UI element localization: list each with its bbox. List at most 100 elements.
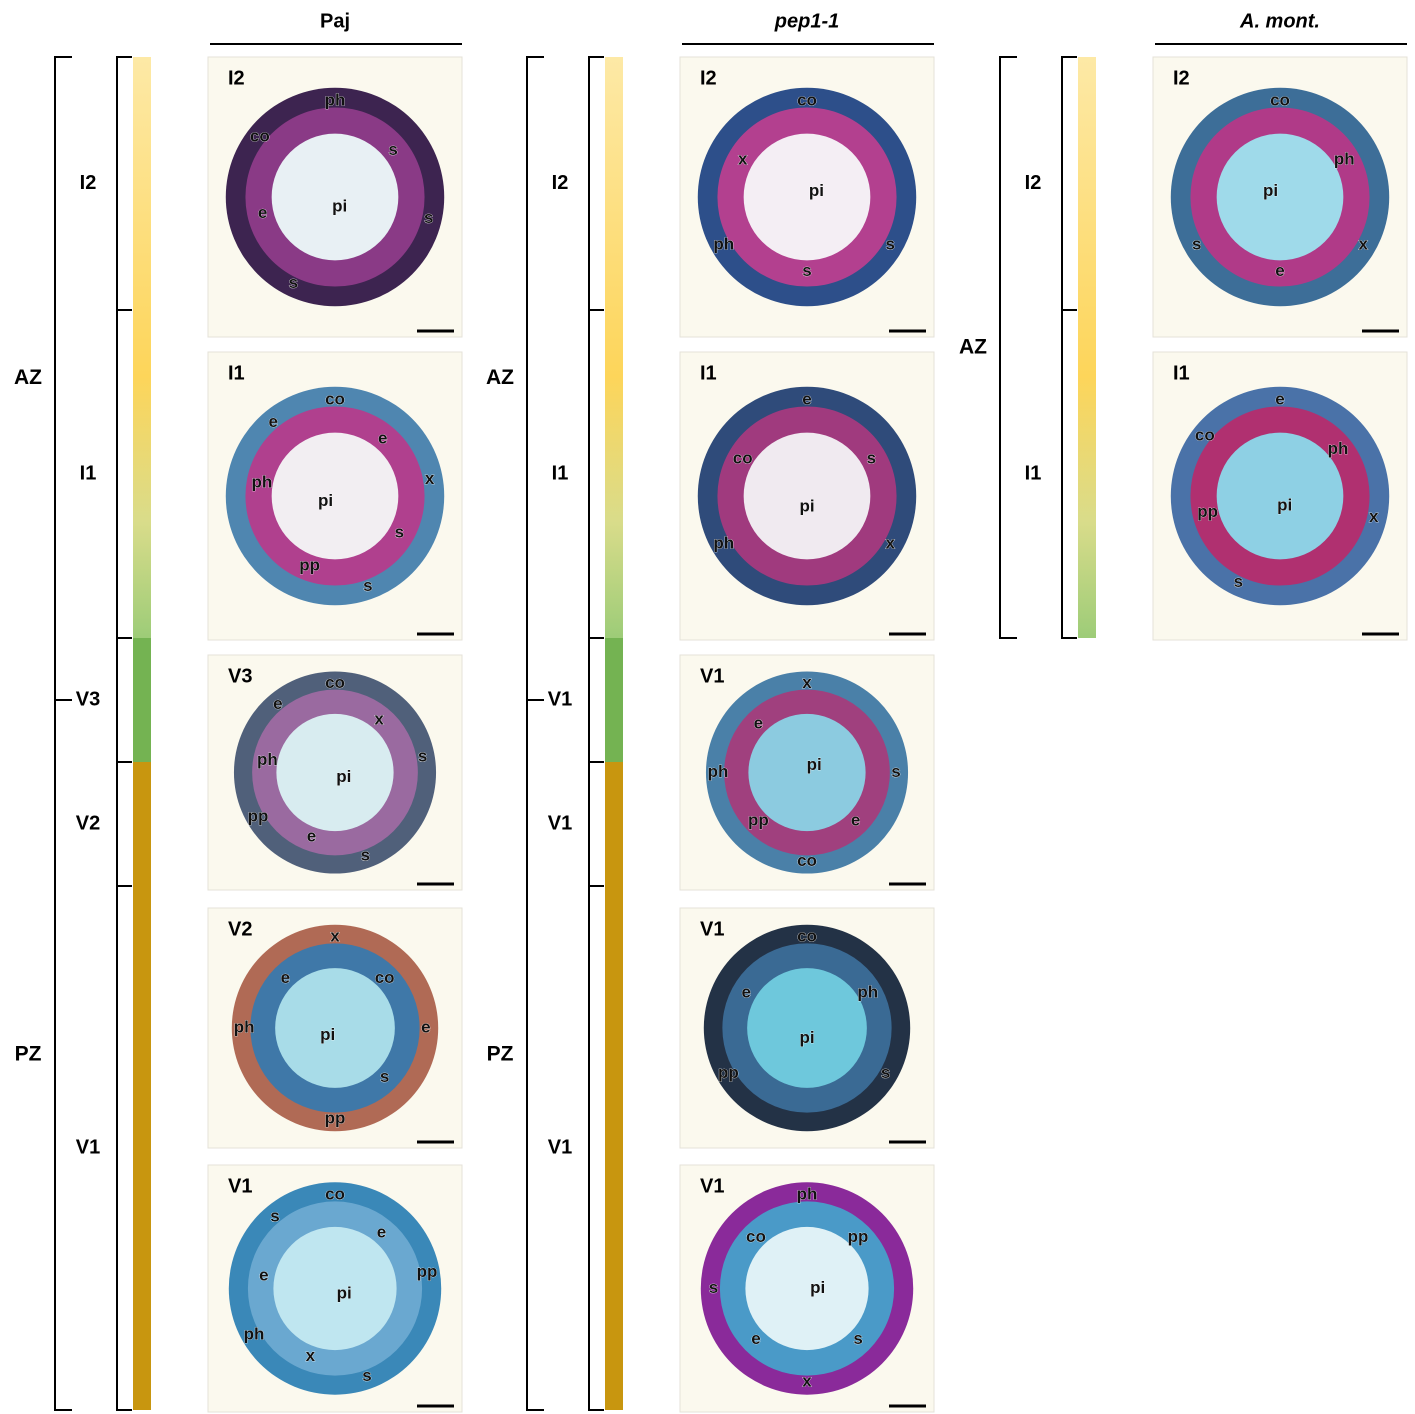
tissue-annotation: s bbox=[853, 1329, 862, 1348]
figure: PajAZPZI2I1V3V2V1I2phsspisecoI1coexssppp… bbox=[0, 0, 1415, 1414]
panel-label: I1 bbox=[700, 362, 717, 384]
segment-bracket bbox=[589, 886, 604, 1410]
panel-label: V3 bbox=[228, 665, 252, 687]
tissue-annotation: e bbox=[754, 713, 763, 732]
tissue-annotation: co bbox=[746, 1227, 766, 1246]
tissue-annotation: pi bbox=[807, 755, 822, 774]
segment-label: V1 bbox=[548, 812, 572, 834]
zone-label: AZ bbox=[486, 366, 514, 389]
tissue-annotation: co bbox=[325, 389, 345, 408]
tissue-annotation: x bbox=[802, 1371, 812, 1390]
tissue-annotation: co bbox=[797, 851, 817, 870]
tissue-annotation: e bbox=[741, 982, 750, 1001]
tissue-annotation: s bbox=[886, 235, 895, 254]
tissue-annotation: e bbox=[377, 1223, 386, 1242]
tissue-annotation: x bbox=[802, 673, 812, 692]
zone-bar-pz bbox=[605, 762, 623, 1410]
tissue-annotation: co bbox=[797, 927, 817, 946]
tissue-annotation: x bbox=[886, 534, 896, 553]
tissue-annotation: pp bbox=[325, 1108, 346, 1127]
zone-bracket bbox=[527, 700, 544, 1410]
micrograph-panel: V1phpppisxesco bbox=[680, 1165, 934, 1412]
tissue-annotation: x bbox=[374, 709, 384, 728]
tissue-annotation: s bbox=[891, 762, 900, 781]
zone-bar-az bbox=[133, 57, 151, 638]
tissue-annotation: s bbox=[363, 576, 372, 595]
tissue-annotation: s bbox=[361, 846, 370, 865]
segment-bracket bbox=[117, 886, 132, 1410]
tissue-annotation: s bbox=[289, 273, 298, 292]
segment-label: V1 bbox=[548, 1136, 572, 1158]
tissue-annotation: ph bbox=[713, 235, 734, 254]
zone-bracket bbox=[1000, 57, 1017, 638]
tissue-annotation: pi bbox=[320, 1025, 335, 1044]
segment-label: V3 bbox=[76, 688, 100, 710]
segment-label: I1 bbox=[80, 462, 97, 484]
tissue-annotation: co bbox=[797, 90, 817, 109]
tissue-annotation: s bbox=[424, 208, 433, 227]
tissue-annotation: s bbox=[380, 1067, 389, 1086]
tissue-pith bbox=[272, 433, 399, 560]
zone-bar-az bbox=[605, 57, 623, 638]
zone-label: AZ bbox=[959, 336, 987, 359]
tissue-annotation: ph bbox=[251, 473, 272, 492]
zone-bracket bbox=[55, 700, 72, 1410]
panel-label: I1 bbox=[228, 362, 245, 384]
tissue-annotation: ph bbox=[797, 1185, 818, 1204]
zone-bracket bbox=[55, 57, 72, 700]
segment-bracket bbox=[589, 57, 604, 310]
tissue-annotation: x bbox=[1359, 235, 1369, 254]
tissue-annotation: co bbox=[1270, 90, 1290, 109]
segment-label: I2 bbox=[1025, 172, 1042, 194]
tissue-annotation: s bbox=[802, 261, 811, 280]
panel-label: V1 bbox=[700, 918, 724, 940]
tissue-annotation: co bbox=[1195, 426, 1215, 445]
tissue-annotation: co bbox=[250, 127, 270, 146]
tissue-annotation: s bbox=[362, 1366, 371, 1385]
tissue-annotation: x bbox=[330, 927, 340, 946]
tissue-annotation: pp bbox=[848, 1227, 869, 1246]
segment-bracket bbox=[117, 762, 132, 886]
segment-bracket bbox=[589, 638, 604, 762]
tissue-annotation: pi bbox=[799, 1028, 814, 1047]
tissue-annotation: e bbox=[421, 1017, 430, 1036]
tissue-annotation: pi bbox=[809, 181, 824, 200]
tissue-annotation: pp bbox=[1197, 502, 1218, 521]
tissue-annotation: pp bbox=[417, 1262, 438, 1281]
segment-label: V1 bbox=[76, 1136, 100, 1158]
segment-bracket bbox=[589, 762, 604, 886]
tissue-annotation: ph bbox=[234, 1017, 255, 1036]
panel-label: I2 bbox=[1173, 67, 1190, 89]
tissue-annotation: pi bbox=[1263, 181, 1278, 200]
segment-label: I1 bbox=[552, 462, 569, 484]
tissue-annotation: co bbox=[375, 968, 395, 987]
tissue-annotation: s bbox=[388, 140, 397, 159]
tissue-annotation: ph bbox=[1334, 149, 1355, 168]
tissue-annotation: co bbox=[325, 673, 345, 692]
tissue-annotation: e bbox=[802, 389, 811, 408]
tissue-annotation: x bbox=[425, 469, 435, 488]
tissue-annotation: e bbox=[1275, 389, 1284, 408]
tissue-annotation: e bbox=[258, 203, 267, 222]
tissue-annotation: s bbox=[1234, 572, 1243, 591]
tissue-annotation: s bbox=[709, 1278, 718, 1297]
column-title: A. mont. bbox=[1239, 10, 1320, 32]
tissue-annotation: e bbox=[273, 694, 282, 713]
tissue-annotation: pp bbox=[748, 811, 769, 830]
tissue-annotation: e bbox=[281, 968, 290, 987]
tissue-annotation: s bbox=[881, 1063, 890, 1082]
segment-bracket bbox=[117, 310, 132, 638]
tissue-annotation: s bbox=[270, 1206, 279, 1225]
tissue-annotation: s bbox=[418, 747, 427, 766]
segment-bracket bbox=[589, 310, 604, 638]
tissue-annotation: s bbox=[1192, 235, 1201, 254]
zone-bar-transition bbox=[133, 638, 151, 762]
tissue-annotation: ph bbox=[1328, 439, 1349, 458]
panel-label: V1 bbox=[700, 1175, 724, 1197]
tissue-pith bbox=[276, 714, 393, 831]
segment-bracket bbox=[1062, 310, 1077, 638]
